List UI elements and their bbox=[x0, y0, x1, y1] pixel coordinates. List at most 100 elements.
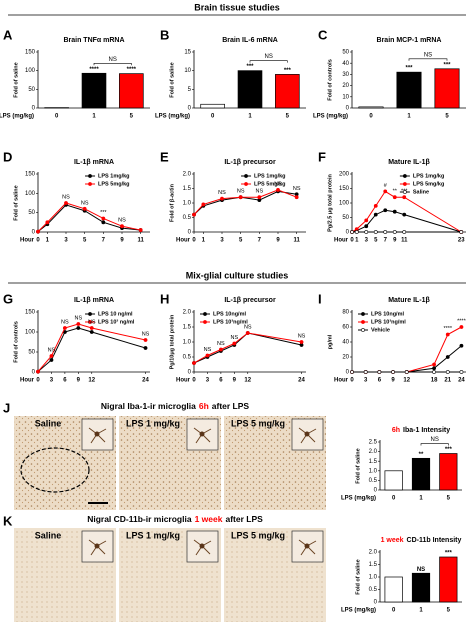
series-line bbox=[351, 209, 462, 233]
x-tick-label: 11 bbox=[293, 238, 300, 244]
y-tick-label: 1.0 bbox=[369, 575, 378, 581]
legend-label: LPS 10ng/ml bbox=[213, 311, 246, 317]
legend-label: LPS 10 ng/ml bbox=[98, 311, 133, 317]
x-tick-label: 1 bbox=[92, 114, 96, 120]
series-line bbox=[351, 190, 462, 233]
point bbox=[201, 202, 206, 207]
legend-label: Saline bbox=[413, 189, 429, 195]
point bbox=[218, 347, 223, 352]
title-highlight: 1 week bbox=[381, 537, 404, 544]
chart-title: Brain TNFα mRNA bbox=[63, 37, 124, 44]
x-axis-label: LPS (mg/kg) bbox=[341, 496, 376, 502]
point bbox=[101, 216, 106, 221]
bar bbox=[119, 73, 144, 109]
section-title: Brain tissue studies bbox=[194, 2, 280, 12]
y-tick-label: 60 bbox=[342, 325, 349, 331]
significance: ** bbox=[393, 189, 398, 195]
significance: NS bbox=[274, 181, 282, 187]
x-tick-label: 12 bbox=[88, 378, 95, 384]
panel-label: H bbox=[160, 291, 169, 306]
y-tick-label: 50 bbox=[342, 215, 349, 221]
y-axis-label: Fold of controls bbox=[327, 59, 333, 101]
y-tick-label: 0.5 bbox=[369, 478, 378, 484]
point bbox=[49, 358, 54, 362]
x-tick-label: 1 bbox=[46, 238, 50, 244]
y-tick-label: 2.0 bbox=[369, 449, 378, 455]
y-tick-label: 100 bbox=[339, 201, 350, 207]
point bbox=[363, 370, 368, 374]
section-title: Mix-glial culture studies bbox=[186, 270, 289, 280]
y-axis-label: Fold of saline bbox=[355, 448, 361, 483]
significance: NS bbox=[118, 218, 126, 224]
y-tick-label: 2.5 bbox=[369, 440, 378, 446]
significance: NS bbox=[244, 324, 252, 330]
significance: *** bbox=[445, 551, 453, 557]
title-text: Mature IL-1β bbox=[388, 297, 430, 304]
x-axis-label: Hour bbox=[20, 378, 35, 384]
title-text: Iba-1 Intensity bbox=[403, 427, 450, 434]
point bbox=[350, 230, 354, 234]
legend-marker bbox=[88, 182, 92, 186]
cell bbox=[193, 427, 212, 444]
point bbox=[101, 220, 106, 225]
significance: NS bbox=[424, 52, 432, 58]
y-tick-label: 150 bbox=[25, 50, 36, 56]
title-text: Nigral Iba-1-ir microglia bbox=[101, 401, 196, 411]
y-tick-label: 0 bbox=[346, 370, 350, 376]
bar bbox=[200, 103, 225, 109]
legend-marker bbox=[402, 190, 407, 194]
significance: **** bbox=[89, 67, 99, 73]
y-tick-label: 10 bbox=[184, 68, 191, 74]
cell bbox=[193, 539, 212, 556]
series-line bbox=[193, 332, 302, 364]
point bbox=[364, 230, 369, 234]
title-text: Mature IL-1β bbox=[388, 159, 430, 166]
point bbox=[257, 195, 262, 200]
cell-body bbox=[304, 431, 310, 437]
y-tick-label: 1.0 bbox=[369, 468, 378, 474]
chart-title: IL-1β mRNA bbox=[74, 159, 114, 166]
point bbox=[402, 230, 407, 234]
legend-marker bbox=[361, 312, 365, 316]
x-tick-label: 0 bbox=[211, 114, 215, 120]
y-tick-label: 40 bbox=[342, 340, 349, 346]
chart-title: IL-1β precursor bbox=[224, 297, 276, 304]
x-tick-label: 1 bbox=[248, 114, 252, 120]
significance: *** bbox=[445, 447, 453, 453]
point bbox=[373, 230, 378, 234]
y-tick-label: 200 bbox=[339, 172, 350, 178]
bar bbox=[439, 453, 458, 491]
y-tick-label: 50 bbox=[28, 87, 35, 93]
y-tick-label: 0 bbox=[32, 230, 36, 236]
x-tick-label: 1 bbox=[202, 238, 206, 244]
panel-label: A bbox=[3, 27, 13, 42]
legend-marker bbox=[361, 328, 365, 332]
bracket bbox=[93, 62, 132, 66]
cell bbox=[88, 539, 107, 556]
x-tick-label: 0 bbox=[392, 496, 396, 502]
significance: **** bbox=[457, 318, 466, 324]
y-tick-label: 50 bbox=[28, 210, 35, 216]
significance: NS bbox=[237, 189, 245, 195]
legend-label: LPS 1mg/kg bbox=[254, 173, 285, 179]
x-tick-label: 1 bbox=[355, 238, 359, 244]
cell-body bbox=[199, 543, 205, 549]
y-tick-label: 0 bbox=[188, 230, 192, 236]
y-tick-label: 100 bbox=[25, 68, 36, 74]
legend-marker bbox=[361, 320, 365, 324]
significance: NS bbox=[108, 57, 116, 63]
y-tick-label: 0 bbox=[188, 370, 192, 376]
significance: ** bbox=[419, 452, 424, 458]
image-label: LPS 1 mg/kg bbox=[126, 530, 180, 540]
image-title: Nigral Iba-1-ir microglia 6h after LPS bbox=[101, 401, 250, 411]
y-tick-label: 20 bbox=[342, 83, 349, 89]
point bbox=[459, 370, 464, 374]
cell bbox=[298, 427, 317, 444]
point bbox=[205, 353, 210, 358]
point bbox=[459, 343, 464, 348]
title-highlight: 6h bbox=[199, 401, 209, 411]
point bbox=[432, 366, 436, 371]
title-text: Brain TNFα mRNA bbox=[63, 37, 124, 44]
panel-label: D bbox=[3, 149, 12, 164]
